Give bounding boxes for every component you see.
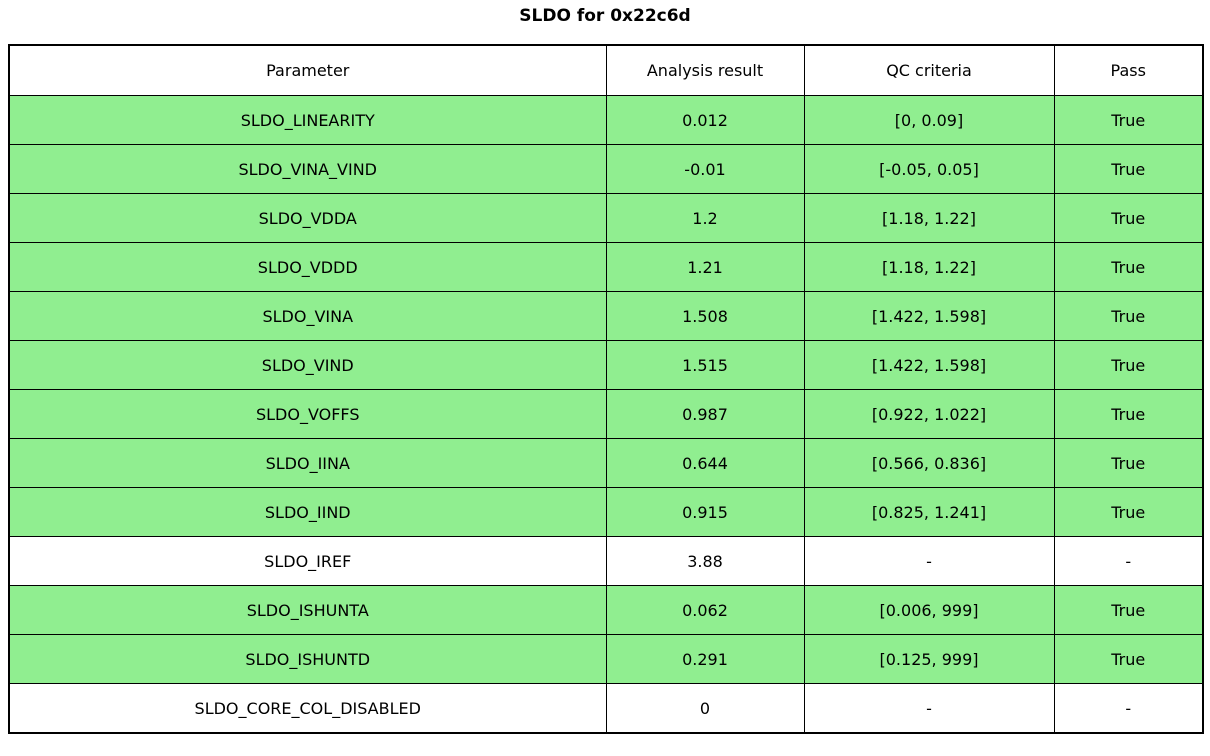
qc-criteria-cell: [0.922, 1.022] (803, 389, 1055, 439)
pass-cell: True (1053, 389, 1204, 439)
column-header-analysis-result: Analysis result (605, 44, 805, 96)
table-row: SLDO_VDDA 1.2 [1.18, 1.22] True (8, 193, 1204, 243)
table-row: SLDO_VINA 1.508 [1.422, 1.598] True (8, 291, 1204, 341)
analysis-result-cell: -0.01 (605, 144, 805, 194)
parameter-cell: SLDO_VOFFS (8, 389, 607, 439)
qc-criteria-cell: [0.125, 999] (803, 634, 1055, 684)
analysis-result-cell: 0.644 (605, 438, 805, 488)
page-title: SLDO for 0x22c6d (519, 6, 691, 26)
pass-cell: True (1053, 634, 1204, 684)
pass-cell: True (1053, 487, 1204, 537)
analysis-result-cell: 1.508 (605, 291, 805, 341)
column-header-pass: Pass (1053, 44, 1204, 96)
analysis-result-cell: 0.062 (605, 585, 805, 635)
qc-criteria-cell: [1.422, 1.598] (803, 340, 1055, 390)
parameter-cell: SLDO_ISHUNTA (8, 585, 607, 635)
table-row: SLDO_LINEARITY 0.012 [0, 0.09] True (8, 95, 1204, 145)
qc-criteria-cell: [0, 0.09] (803, 95, 1055, 145)
analysis-result-cell: 3.88 (605, 536, 805, 586)
table-row: SLDO_IIND 0.915 [0.825, 1.241] True (8, 487, 1204, 537)
table-row: SLDO_IINA 0.644 [0.566, 0.836] True (8, 438, 1204, 488)
analysis-result-cell: 0.012 (605, 95, 805, 145)
parameter-cell: SLDO_VIND (8, 340, 607, 390)
parameter-cell: SLDO_VDDA (8, 193, 607, 243)
qc-criteria-cell: [1.18, 1.22] (803, 242, 1055, 292)
qc-criteria-cell: [0.566, 0.836] (803, 438, 1055, 488)
parameter-cell: SLDO_VINA_VIND (8, 144, 607, 194)
table-row: SLDO_ISHUNTD 0.291 [0.125, 999] True (8, 634, 1204, 684)
analysis-result-cell: 1.21 (605, 242, 805, 292)
pass-cell: True (1053, 242, 1204, 292)
parameter-cell: SLDO_IREF (8, 536, 607, 586)
qc-criteria-cell: [0.006, 999] (803, 585, 1055, 635)
table-row: SLDO_VIND 1.515 [1.422, 1.598] True (8, 340, 1204, 390)
pass-cell: True (1053, 291, 1204, 341)
qc-criteria-cell: [1.422, 1.598] (803, 291, 1055, 341)
parameter-cell: SLDO_IINA (8, 438, 607, 488)
analysis-result-cell: 0.987 (605, 389, 805, 439)
column-header-parameter: Parameter (8, 44, 607, 96)
analysis-result-cell: 0.915 (605, 487, 805, 537)
pass-cell: True (1053, 144, 1204, 194)
pass-cell: True (1053, 340, 1204, 390)
qc-results-table: Parameter Analysis result QC criteria Pa… (8, 44, 1204, 734)
analysis-result-cell: 1.2 (605, 193, 805, 243)
analysis-result-cell: 1.515 (605, 340, 805, 390)
table-row: SLDO_CORE_COL_DISABLED 0- - (8, 683, 1204, 734)
pass-cell: - (1053, 536, 1204, 586)
column-header-qc-criteria: QC criteria (803, 44, 1055, 96)
analysis-result-cell: 0 (605, 683, 805, 734)
parameter-cell: SLDO_ISHUNTD (8, 634, 607, 684)
table-row: SLDO_VOFFS 0.987 [0.922, 1.022] True (8, 389, 1204, 439)
parameter-cell: SLDO_VINA (8, 291, 607, 341)
parameter-cell: SLDO_LINEARITY (8, 95, 607, 145)
table-row: SLDO_VDDD 1.21 [1.18, 1.22] True (8, 242, 1204, 292)
parameter-cell: SLDO_VDDD (8, 242, 607, 292)
pass-cell: True (1053, 585, 1204, 635)
qc-criteria-cell: [1.18, 1.22] (803, 193, 1055, 243)
analysis-result-cell: 0.291 (605, 634, 805, 684)
qc-criteria-cell: [-0.05, 0.05] (803, 144, 1055, 194)
pass-cell: True (1053, 193, 1204, 243)
table-body: SLDO_LINEARITY 0.012 [0, 0.09] True SLDO_VIN… (8, 95, 1204, 734)
parameter-cell: SLDO_IIND (8, 487, 607, 537)
parameter-cell: SLDO_CORE_COL_DISABLED (8, 683, 607, 734)
pass-cell: - (1053, 683, 1204, 734)
table-row: SLDO_VINA_VIND -0.01 [-0.05, 0.05] True (8, 144, 1204, 194)
qc-criteria-cell: - (803, 683, 1055, 734)
qc-criteria-cell: [0.825, 1.241] (803, 487, 1055, 537)
pass-cell: True (1053, 95, 1204, 145)
table-row: SLDO_IREF 3.88- - (8, 536, 1204, 586)
qc-criteria-cell: - (803, 536, 1055, 586)
table-row: SLDO_ISHUNTA 0.062 [0.006, 999] True (8, 585, 1204, 635)
pass-cell: True (1053, 438, 1204, 488)
table-header-row: Parameter Analysis result QC criteria Pa… (8, 44, 1204, 96)
